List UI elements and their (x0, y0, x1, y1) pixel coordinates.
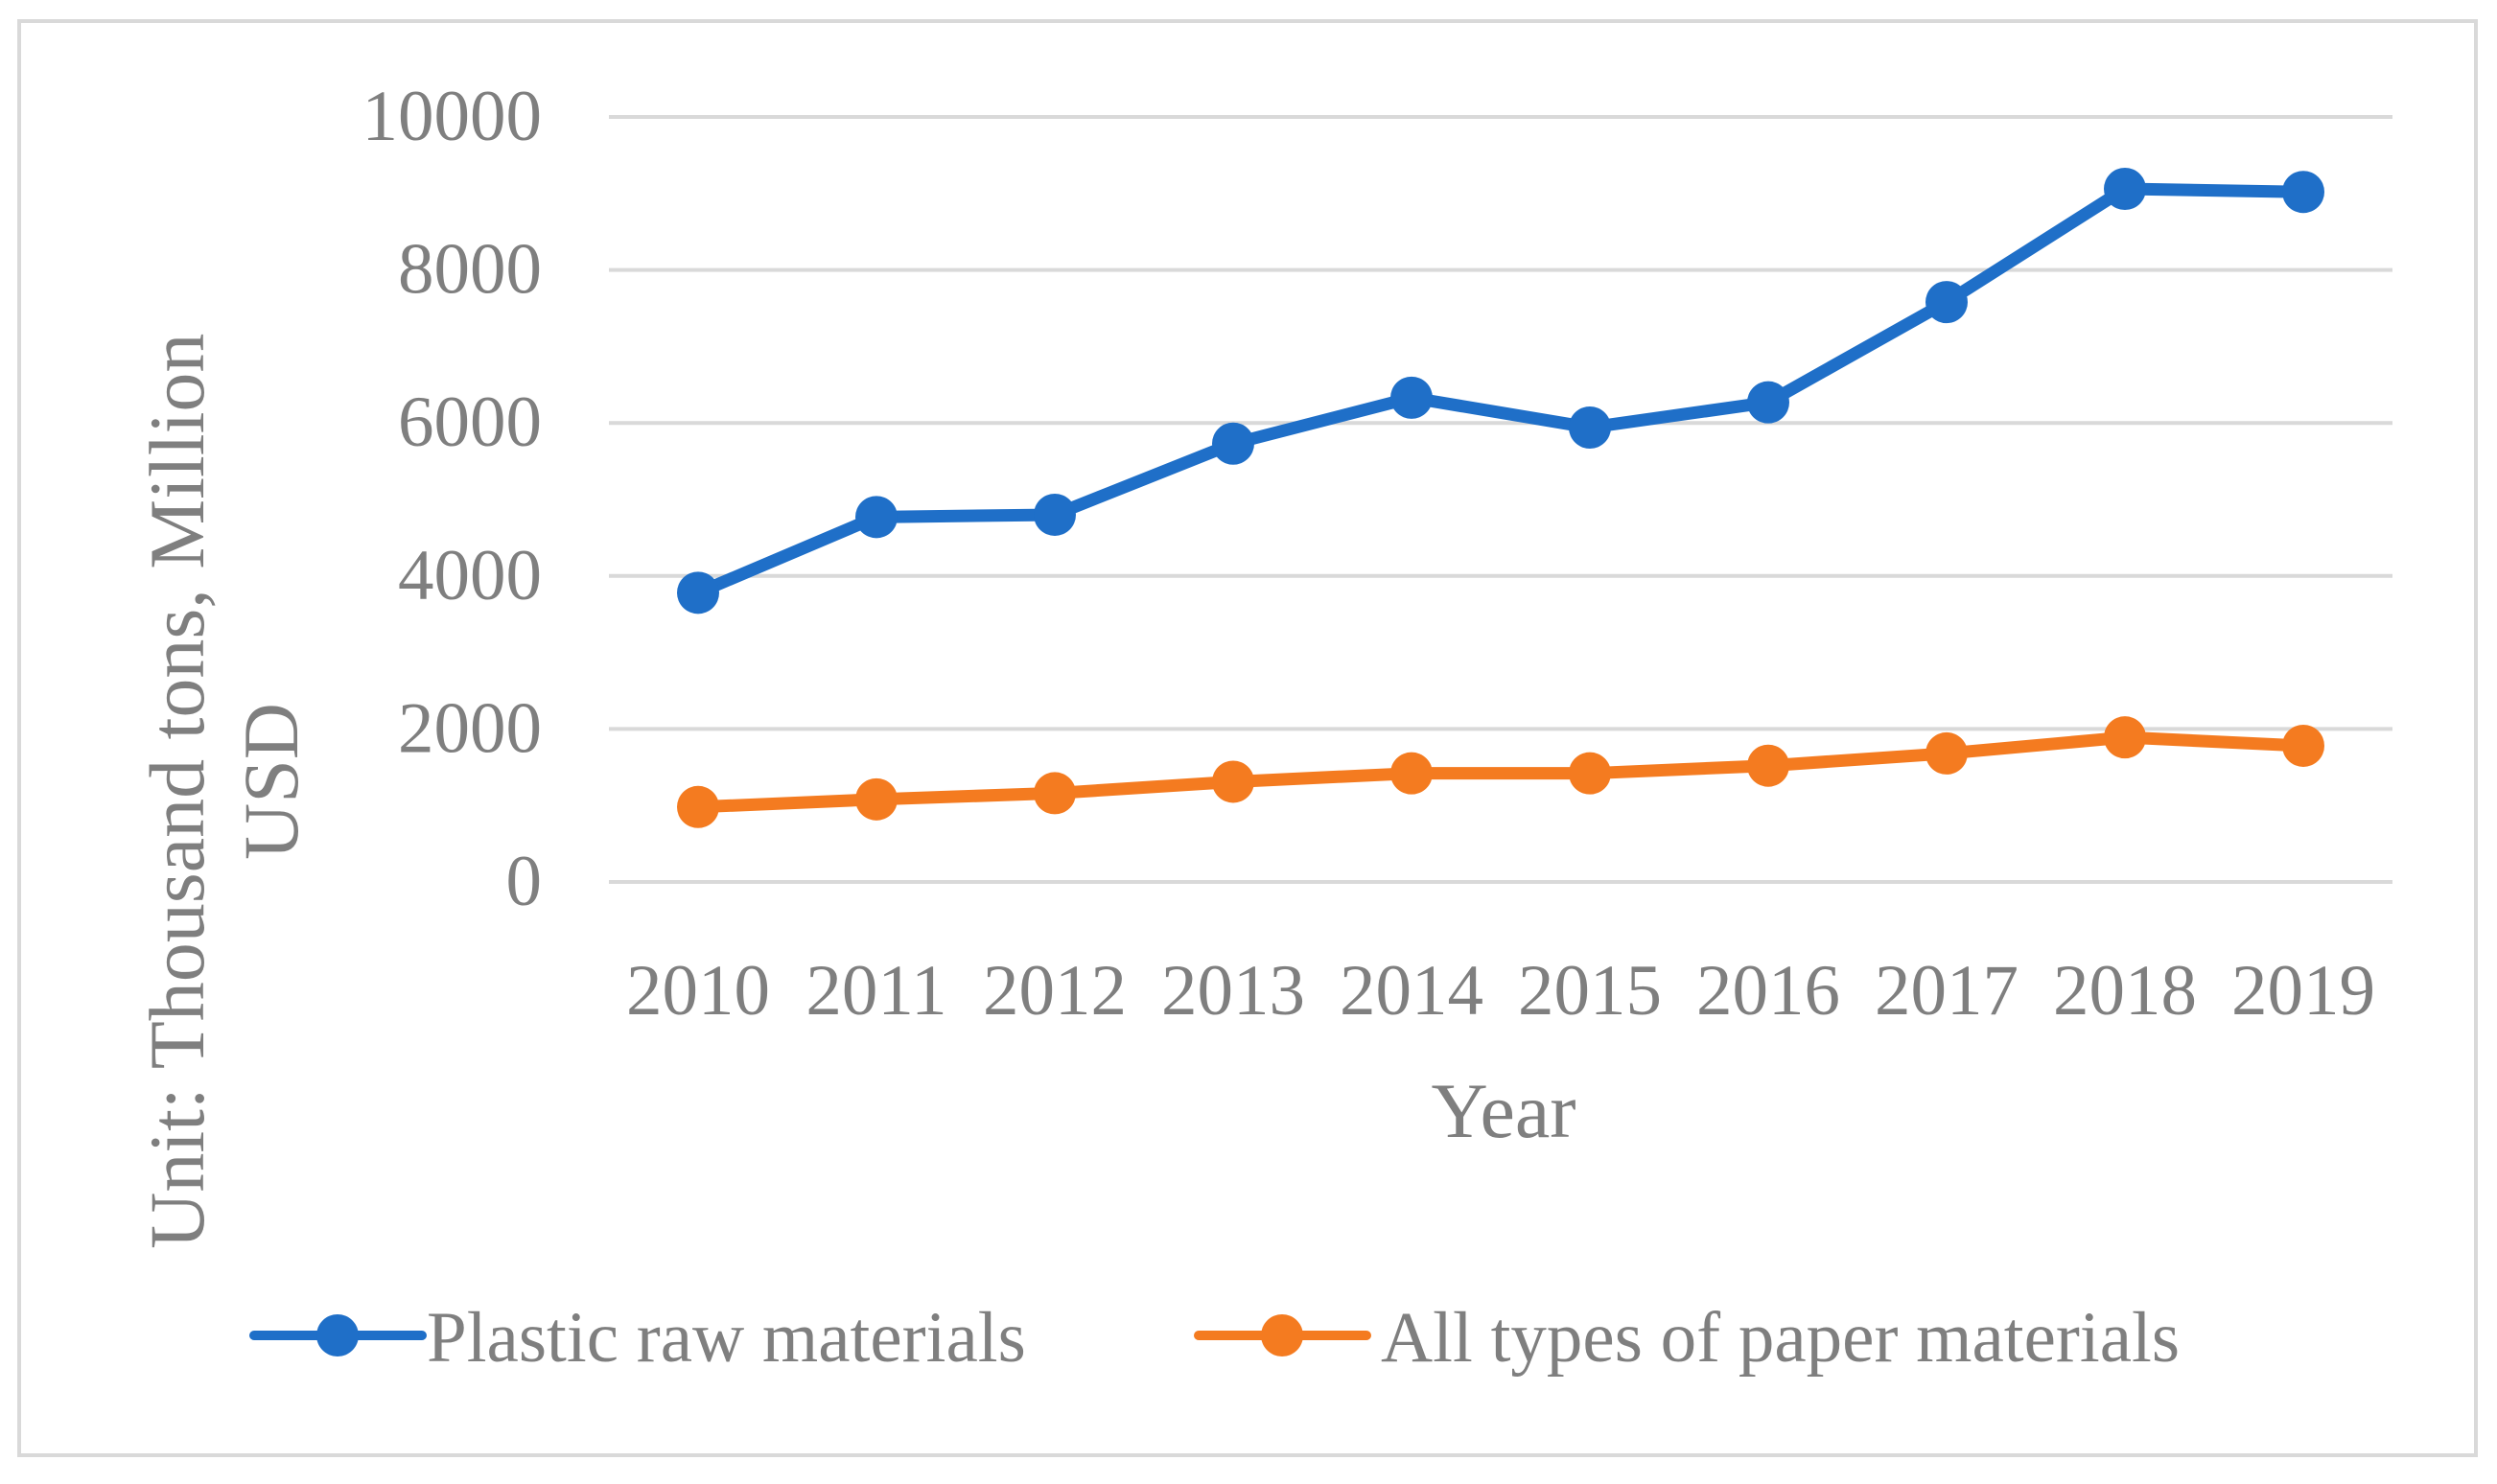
y-tick-label: 10000 (362, 77, 543, 156)
data-point (2282, 171, 2324, 214)
series-0 (677, 168, 2324, 614)
y-tick-label: 0 (506, 842, 543, 921)
y-axis-ticks: 0 2000 4000 6000 8000 10000 (362, 77, 543, 921)
data-point (1925, 731, 1968, 775)
x-tick-label: 2017 (1875, 951, 2019, 1031)
y-axis-title: Unit: Thousand tons, Million USD (133, 313, 315, 1249)
y-tick-label: 6000 (398, 383, 542, 462)
series-line (691, 182, 2310, 599)
data-point (1212, 760, 1254, 803)
legend-item-paper: All types of paper materials (1194, 1298, 2180, 1378)
series-1 (677, 716, 2324, 828)
x-axis-ticks: 2010 2011 2012 2013 2014 2015 2016 2017 2018 2019 (626, 951, 2375, 1031)
data-point (1034, 772, 1076, 815)
data-point (2104, 716, 2146, 759)
legend-item-plastic: Plastic raw materials (249, 1298, 1026, 1378)
x-tick-label: 2014 (1340, 951, 1483, 1031)
data-point (1569, 752, 1611, 795)
y-axis-title-line-1: Unit: Thousand tons, Million (133, 334, 221, 1249)
data-point (1034, 493, 1076, 536)
x-tick-label: 2018 (2053, 951, 2197, 1031)
data-point (855, 777, 898, 821)
x-tick-label: 2015 (1518, 951, 1662, 1031)
legend-label-paper: All types of paper materials (1381, 1298, 2180, 1378)
data-point (1569, 406, 1611, 449)
x-axis-title: Year (1431, 1067, 1575, 1154)
legend-swatch-marker (316, 1314, 359, 1356)
data-point (677, 785, 719, 828)
data-point (2282, 724, 2324, 767)
x-tick-label: 2019 (2231, 951, 2375, 1031)
data-point (1925, 281, 1968, 324)
series-layer (677, 168, 2324, 828)
data-point (1390, 376, 1433, 419)
data-point (2104, 168, 2146, 211)
y-tick-label: 8000 (398, 230, 542, 310)
x-tick-label: 2016 (1696, 951, 1840, 1031)
gridlines (609, 115, 2392, 884)
legend-swatch-marker (1261, 1314, 1303, 1356)
data-point (1747, 744, 1789, 787)
y-tick-label: 2000 (398, 688, 542, 768)
legend-label-plastic: Plastic raw materials (427, 1298, 1026, 1378)
y-axis-title-line-2: USD (227, 703, 315, 860)
y-tick-label: 4000 (398, 536, 542, 615)
x-tick-label: 2013 (1161, 951, 1305, 1031)
data-point (1747, 381, 1789, 424)
data-point (677, 571, 719, 614)
x-tick-label: 2011 (805, 951, 946, 1031)
data-point (1212, 422, 1254, 465)
x-tick-label: 2012 (983, 951, 1127, 1031)
series-line (691, 730, 2310, 814)
legend: Plastic raw materials All types of paper… (249, 1298, 2180, 1378)
x-tick-label: 2010 (626, 951, 770, 1031)
data-point (855, 496, 898, 539)
data-point (1390, 752, 1433, 795)
